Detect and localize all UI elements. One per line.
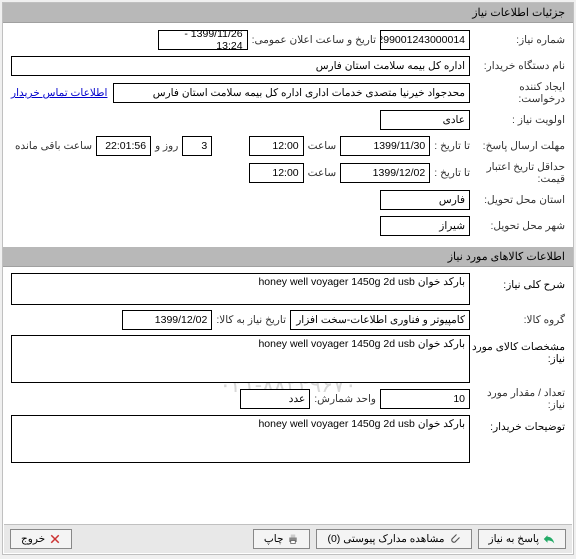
spec-label: مشخصات کالای مورد نیاز: xyxy=(470,335,565,365)
time-left-field: 22:01:56 xyxy=(96,136,151,156)
print-button[interactable]: چاپ xyxy=(253,529,311,549)
delivery-province-label: استان محل تحویل: xyxy=(470,194,565,206)
days-left-field: 3 xyxy=(182,136,212,156)
desc-field: بارکد خوان honey well voyager 1450g 2d u… xyxy=(11,273,470,305)
spec-field: بارکد خوان honey well voyager 1450g 2d u… xyxy=(11,335,470,383)
unit-label: واحد شمارش: xyxy=(314,393,376,405)
announce-field: 1399/11/26 - 13:24 xyxy=(158,30,248,50)
priority-field: عادی xyxy=(380,110,470,130)
group-field: کامپیوتر و فناوری اطلاعات-سخت افزار xyxy=(290,310,470,330)
bottom-bar: پاسخ به نیاز مشاهده مدارک پیوستی (0) چاپ xyxy=(4,524,572,553)
min-credit-label: حداقل تاریخ اعتبار قیمت: xyxy=(470,161,565,185)
min-credit-date-field: 1399/12/02 xyxy=(340,163,430,183)
need-number-field: 1299001243000014 xyxy=(380,30,470,50)
buyer-notes-label: توضیحات خریدار: xyxy=(470,415,565,433)
buyer-notes-field: بارکد خوان honey well voyager 1450g 2d u… xyxy=(11,415,470,463)
qty-label: تعداد / مقدار مورد نیاز: xyxy=(470,387,565,411)
deadline-date-field: 1399/11/30 xyxy=(340,136,430,156)
buyer-org-field: اداره کل بیمه سلامت استان فارس xyxy=(11,56,470,76)
section1-header: جزئیات اطلاعات نیاز xyxy=(3,3,573,23)
contact-link[interactable]: اطلاعات تماس خریدار xyxy=(11,87,107,99)
history-date-field: 1399/12/02 xyxy=(122,310,212,330)
section1-body: شماره نیاز: 1299001243000014 تاریخ و ساع… xyxy=(3,23,573,247)
section2-body: مرکز فرا آوری اطلاعات پارس کویر ۰۲۱-۸۸۲۴… xyxy=(3,267,573,473)
attachment-icon xyxy=(449,533,461,545)
respond-button[interactable]: پاسخ به نیاز xyxy=(478,529,566,549)
days-label: روز و xyxy=(155,140,178,152)
priority-label: اولویت نیاز : xyxy=(470,114,565,126)
min-credit-until: تا تاریخ : xyxy=(434,167,470,179)
need-number-label: شماره نیاز: xyxy=(470,34,565,46)
min-credit-time-field: 12:00 xyxy=(249,163,304,183)
delivery-city-field: شیراز xyxy=(380,216,470,236)
exit-icon xyxy=(49,533,61,545)
deadline-time-field: 12:00 xyxy=(249,136,304,156)
deadline-label: مهلت ارسال پاسخ: xyxy=(470,140,565,152)
delivery-province-field: فارس xyxy=(380,190,470,210)
qty-field: 10 xyxy=(380,389,470,409)
creator-label: ایجاد کننده درخواست: xyxy=(470,81,565,105)
buyer-org-label: نام دستگاه خریدار: xyxy=(470,60,565,72)
print-icon xyxy=(287,533,299,545)
reply-icon xyxy=(543,533,555,545)
delivery-city-label: شهر محل تحویل: xyxy=(470,220,565,232)
announce-label: تاریخ و ساعت اعلان عمومی: xyxy=(252,34,376,46)
time-label-1: ساعت xyxy=(308,140,337,152)
attachments-button[interactable]: مشاهده مدارک پیوستی (0) xyxy=(316,529,471,549)
remaining-label: ساعت باقی مانده xyxy=(15,140,92,152)
history-label: تاریخ نیاز به کالا: xyxy=(216,314,286,326)
unit-field: عدد xyxy=(240,389,310,409)
until-label: تا تاریخ : xyxy=(434,140,470,152)
section2-header: اطلاعات کالاهای مورد نیاز xyxy=(3,247,573,267)
creator-field: محدجواد خیرنیا متصدی خدمات اداری اداره ک… xyxy=(113,83,470,103)
exit-button[interactable]: خروج xyxy=(10,529,72,549)
group-label: گروه کالا: xyxy=(470,314,565,326)
time-label-2: ساعت xyxy=(308,167,337,179)
desc-label: شرح کلی نیاز: xyxy=(470,273,565,291)
